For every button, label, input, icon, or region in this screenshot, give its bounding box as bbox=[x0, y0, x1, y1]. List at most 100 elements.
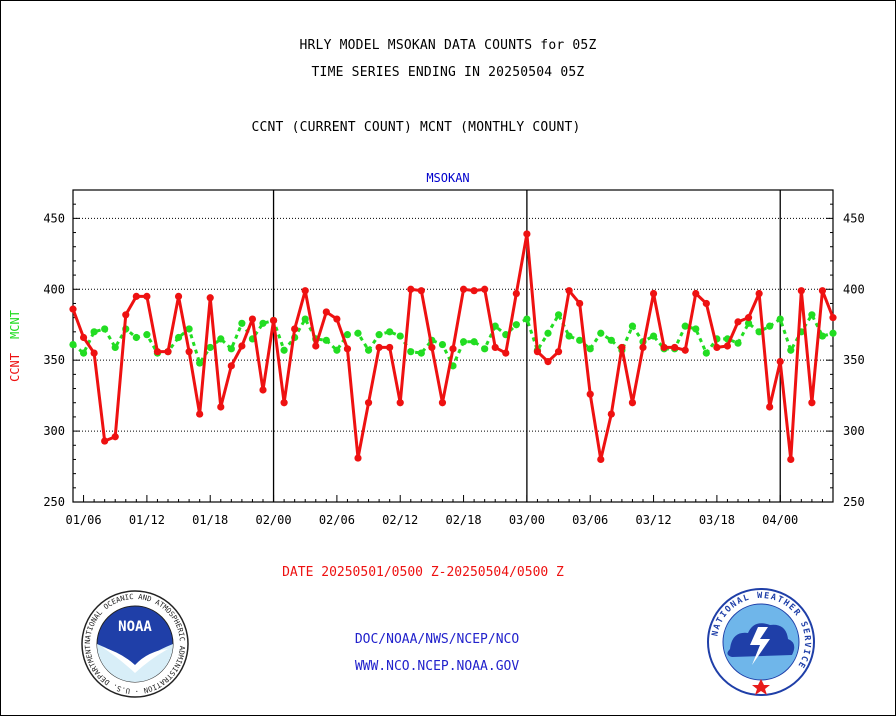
point-mcnt bbox=[459, 338, 468, 346]
point-ccnt bbox=[576, 299, 584, 308]
point-mcnt bbox=[649, 332, 658, 340]
point-mcnt bbox=[322, 336, 330, 344]
point-mcnt bbox=[576, 336, 584, 344]
point-ccnt bbox=[101, 437, 109, 445]
point-ccnt bbox=[744, 314, 753, 322]
point-ccnt bbox=[660, 343, 668, 352]
chart-header-line1: HRLY MODEL MSOKAN DATA COUNTS for 05Z bbox=[299, 38, 597, 53]
point-mcnt bbox=[259, 319, 267, 327]
ytick-label-left: 250 bbox=[43, 495, 65, 509]
ytick-label-right: 350 bbox=[843, 353, 865, 367]
ytick-label-left: 450 bbox=[43, 211, 65, 225]
point-ccnt bbox=[69, 305, 77, 313]
point-mcnt bbox=[702, 349, 710, 357]
point-mcnt bbox=[523, 315, 531, 323]
point-ccnt bbox=[512, 289, 520, 298]
point-ccnt bbox=[449, 345, 457, 353]
point-ccnt bbox=[544, 358, 552, 366]
point-mcnt bbox=[301, 315, 309, 323]
point-ccnt bbox=[491, 343, 499, 352]
xtick-label: 03/06 bbox=[572, 513, 608, 527]
point-mcnt bbox=[174, 333, 183, 342]
point-ccnt bbox=[90, 349, 98, 357]
ytick-label-left: 350 bbox=[43, 353, 65, 367]
point-mcnt bbox=[386, 328, 394, 336]
point-ccnt bbox=[766, 403, 774, 411]
point-mcnt bbox=[744, 319, 753, 327]
point-ccnt bbox=[396, 399, 404, 407]
point-ccnt bbox=[438, 399, 447, 407]
point-ccnt bbox=[217, 403, 225, 411]
point-ccnt bbox=[481, 285, 489, 293]
point-mcnt bbox=[692, 325, 700, 333]
xtick-label: 03/18 bbox=[699, 513, 735, 527]
point-mcnt bbox=[333, 346, 341, 354]
point-mcnt bbox=[375, 331, 383, 339]
xtick-label: 03/12 bbox=[635, 513, 671, 527]
point-ccnt bbox=[153, 348, 162, 356]
point-mcnt bbox=[417, 349, 425, 357]
point-ccnt bbox=[322, 308, 330, 316]
point-ccnt bbox=[164, 348, 172, 356]
point-mcnt bbox=[808, 311, 816, 319]
point-ccnt bbox=[291, 325, 299, 333]
xtick-label: 02/00 bbox=[255, 513, 291, 527]
xtick-label: 02/06 bbox=[319, 513, 355, 527]
point-ccnt bbox=[818, 287, 827, 295]
point-ccnt bbox=[417, 287, 425, 295]
point-ccnt bbox=[206, 294, 214, 302]
xtick-label: 04/00 bbox=[762, 513, 798, 527]
point-ccnt bbox=[734, 318, 742, 326]
point-mcnt bbox=[512, 321, 520, 329]
point-ccnt bbox=[787, 455, 795, 464]
point-mcnt bbox=[90, 328, 98, 336]
point-mcnt bbox=[597, 329, 605, 337]
xtick-label: 02/18 bbox=[445, 513, 481, 527]
ytick-label-left: 300 bbox=[43, 424, 65, 438]
point-ccnt bbox=[122, 311, 130, 319]
point-mcnt bbox=[227, 345, 235, 353]
y-axis-label: CCNT MCNT bbox=[8, 310, 22, 382]
point-ccnt bbox=[649, 289, 658, 298]
point-mcnt bbox=[818, 332, 827, 340]
point-mcnt bbox=[470, 338, 478, 346]
point-mcnt bbox=[79, 349, 88, 357]
point-ccnt bbox=[386, 343, 394, 352]
point-mcnt bbox=[829, 329, 837, 337]
point-mcnt bbox=[238, 319, 246, 327]
point-ccnt bbox=[829, 314, 837, 322]
point-ccnt bbox=[702, 299, 710, 308]
point-mcnt bbox=[776, 315, 784, 323]
point-mcnt bbox=[354, 329, 362, 337]
point-ccnt bbox=[227, 362, 235, 370]
point-mcnt bbox=[586, 345, 594, 353]
y-axis-label-mcnt: MCNT bbox=[8, 310, 22, 339]
point-ccnt bbox=[639, 343, 647, 352]
point-mcnt bbox=[185, 325, 193, 333]
point-mcnt bbox=[111, 343, 119, 352]
point-ccnt bbox=[79, 333, 88, 342]
y-axis-label-ccnt: CCNT bbox=[8, 353, 22, 382]
point-ccnt bbox=[364, 399, 373, 407]
xtick-label: 01/18 bbox=[192, 513, 228, 527]
point-ccnt bbox=[375, 343, 383, 352]
point-mcnt bbox=[280, 346, 288, 354]
point-ccnt bbox=[143, 292, 151, 300]
station-title: MSOKAN bbox=[426, 171, 470, 185]
point-ccnt bbox=[671, 343, 679, 352]
point-ccnt bbox=[459, 285, 468, 293]
ytick-label-right: 400 bbox=[843, 282, 865, 296]
point-mcnt bbox=[101, 325, 109, 333]
noaa-logo: NOAA NATIONAL OCEANIC AND ATMOSPHERIC AD… bbox=[80, 589, 189, 698]
point-mcnt bbox=[554, 311, 563, 319]
point-ccnt bbox=[312, 342, 320, 350]
point-ccnt bbox=[248, 315, 257, 323]
point-mcnt bbox=[681, 322, 689, 330]
point-mcnt bbox=[438, 340, 447, 349]
point-mcnt bbox=[607, 336, 615, 344]
point-mcnt bbox=[491, 322, 499, 330]
ytick-label-right: 300 bbox=[843, 424, 865, 438]
point-mcnt bbox=[364, 346, 373, 354]
point-ccnt bbox=[238, 342, 246, 350]
